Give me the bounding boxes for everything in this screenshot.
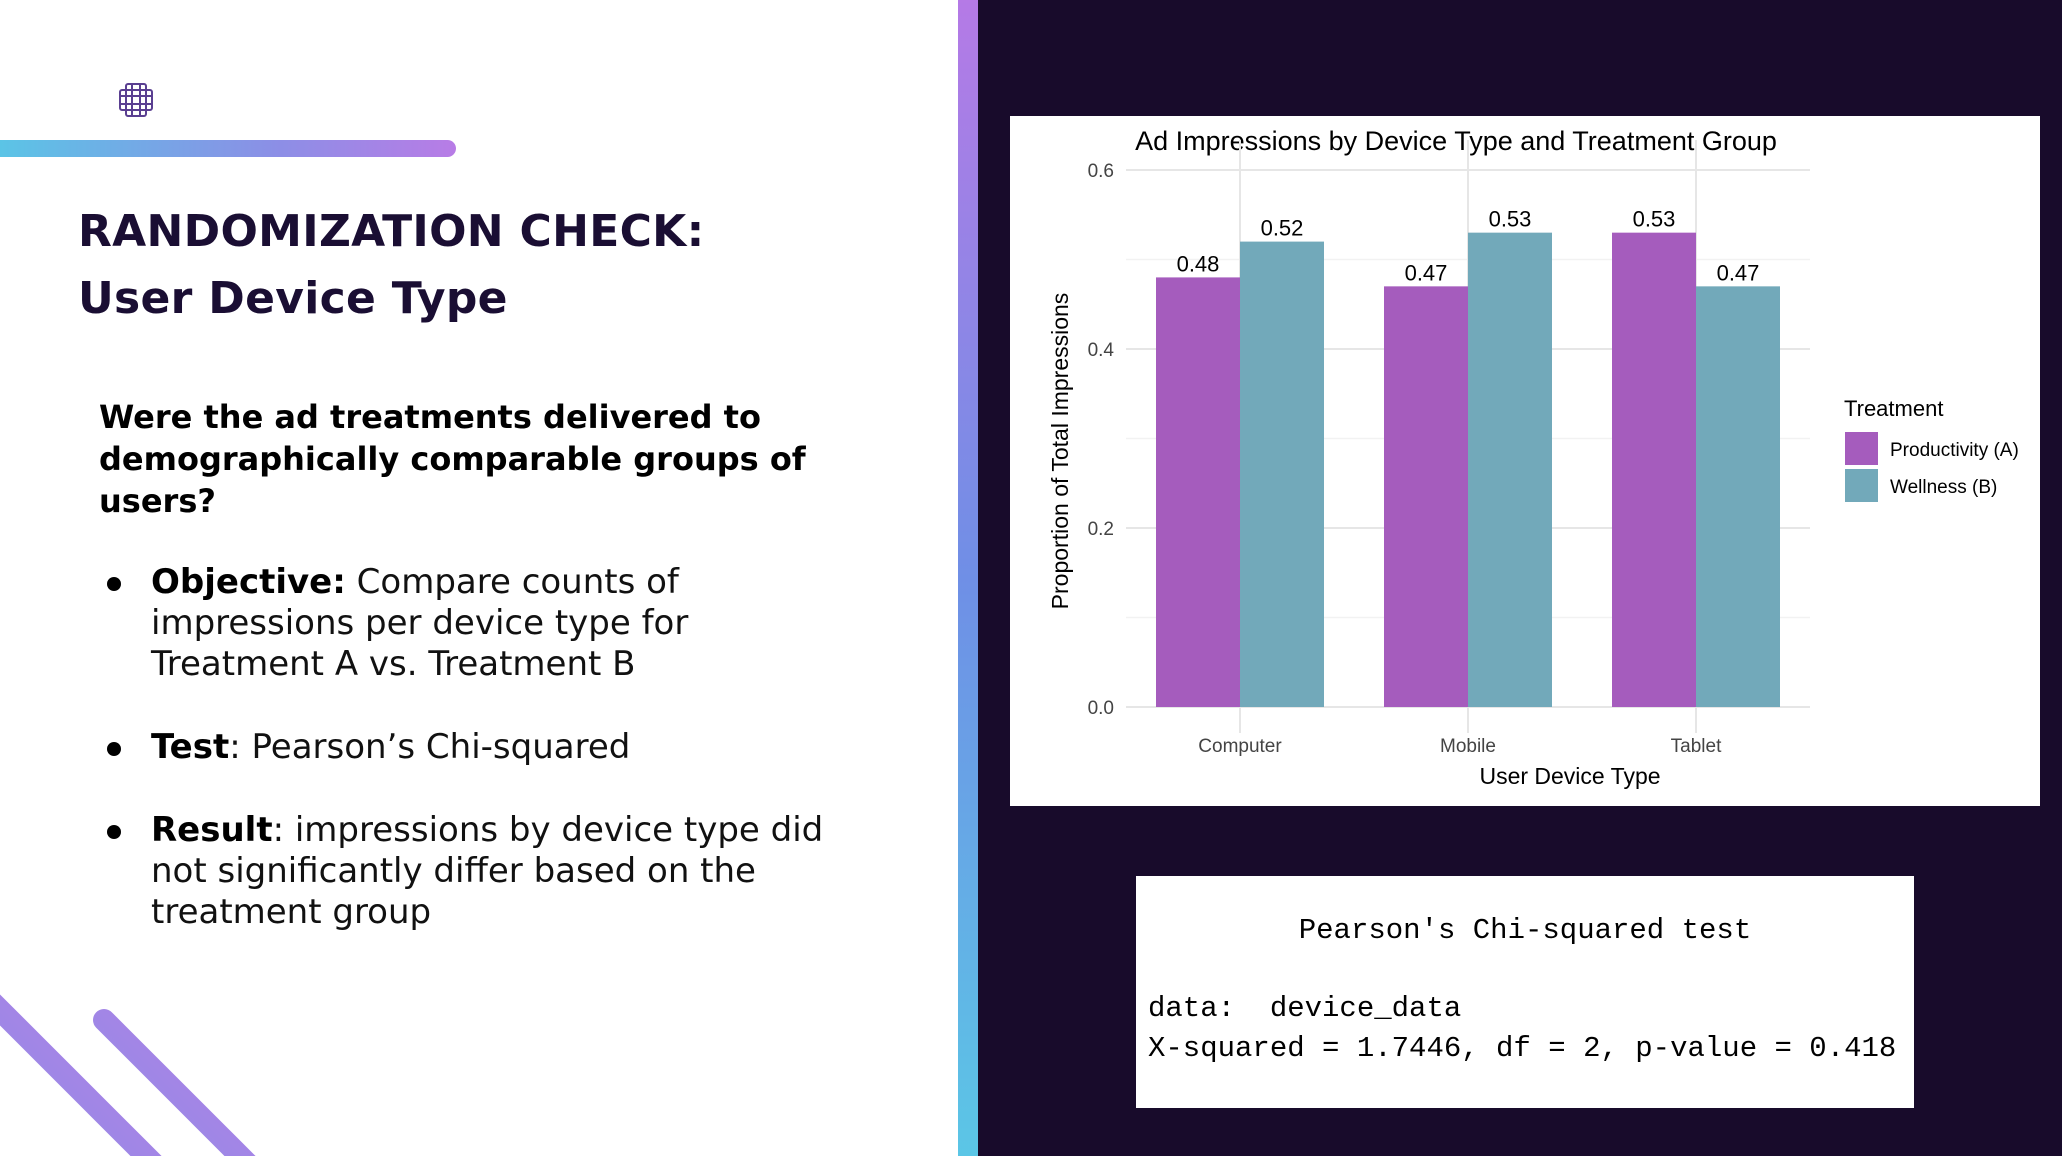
- y-axis-label: Proportion of Total Impressions: [1047, 293, 1073, 610]
- y-tick-label: 0.0: [1088, 698, 1114, 719]
- y-tick-label: 0.6: [1088, 161, 1114, 182]
- bar-value-label: 0.53: [1633, 207, 1676, 232]
- bullet-list: Objective: Compare counts of impressions…: [99, 562, 859, 975]
- bullet-text: Compare counts of impressions per device…: [151, 562, 689, 684]
- bullet-dot-icon: [107, 825, 121, 839]
- bar-value-label: 0.53: [1489, 207, 1532, 232]
- slide-title: RANDOMIZATION CHECK: User Device Type: [78, 198, 898, 332]
- y-tick-labels: 0.0 0.2 0.4 0.6: [1088, 161, 1115, 719]
- bar-value-label: 0.52: [1261, 216, 1304, 241]
- chart-bars: 0.48 0.52 0.47 0.53 0.53 0.47: [1156, 207, 1780, 707]
- top-accent-bar: [0, 140, 456, 157]
- bar-mobile-series-1: [1384, 286, 1468, 707]
- chi-squared-output: Pearson's Chi-squared test data: device_…: [1136, 876, 1914, 1108]
- bar-value-label: 0.48: [1177, 251, 1220, 276]
- bar-value-label: 0.47: [1405, 260, 1448, 285]
- bullet-text: : impressions by device type did not sig…: [151, 810, 824, 932]
- chart-legend: Treatment Productivity (A) Wellness (B): [1844, 396, 2019, 502]
- x-tick-label: Computer: [1198, 736, 1282, 757]
- bullet-label: Result: [151, 810, 273, 850]
- bar-tablet-series-2: [1696, 286, 1780, 707]
- grid-logo-icon: [119, 83, 153, 117]
- bullet-result: Result: impressions by device type did n…: [99, 810, 859, 933]
- bullet-dot-icon: [107, 742, 121, 756]
- x-axis-label: User Device Type: [1479, 763, 1660, 789]
- bar-value-label: 0.47: [1717, 260, 1760, 285]
- x-tick-labels: Computer Mobile Tablet: [1198, 736, 1722, 757]
- decorative-stripes: [0, 994, 256, 1156]
- gradient-divider: [958, 0, 978, 1156]
- bullet-test: Test: Pearson’s Chi-squared: [99, 727, 859, 768]
- x-tick-label: Mobile: [1440, 736, 1496, 757]
- bar-mobile-series-2: [1468, 232, 1552, 707]
- bar-computer-series-2: [1240, 241, 1324, 707]
- bullet-text: : Pearson’s Chi-squared: [229, 727, 631, 767]
- chi-data-line: data: device_data: [1148, 992, 1462, 1025]
- research-question: Were the ad treatments delivered to demo…: [99, 398, 806, 520]
- bar-tablet-series-1: [1612, 232, 1696, 707]
- chi-result-line: X-squared = 1.7446, df = 2, p-value = 0.…: [1148, 1032, 1897, 1065]
- y-tick-label: 0.4: [1088, 340, 1115, 361]
- bullet-dot-icon: [107, 577, 121, 591]
- legend-title: Treatment: [1844, 396, 1943, 421]
- title-line-2: User Device Type: [78, 273, 508, 324]
- legend-swatch: [1845, 432, 1878, 465]
- bullet-objective: Objective: Compare counts of impressions…: [99, 562, 859, 685]
- bar-chart: Ad Impressions by Device Type and Treatm…: [1047, 126, 2019, 789]
- title-line-1: RANDOMIZATION CHECK:: [78, 206, 705, 257]
- bar-chart-panel: Ad Impressions by Device Type and Treatm…: [1010, 116, 2040, 806]
- legend-swatch: [1845, 469, 1878, 502]
- left-content-panel: RANDOMIZATION CHECK: User Device Type We…: [0, 0, 958, 1156]
- chart-title: Ad Impressions by Device Type and Treatm…: [1135, 126, 1777, 156]
- y-tick-label: 0.2: [1088, 519, 1114, 540]
- bullet-label: Test: [151, 727, 230, 767]
- bullet-label: Objective:: [151, 562, 346, 602]
- bar-computer-series-1: [1156, 277, 1240, 707]
- legend-entry: Productivity (A): [1890, 440, 2019, 461]
- x-tick-label: Tablet: [1671, 736, 1722, 757]
- chi-test-title: Pearson's Chi-squared test: [1298, 914, 1752, 947]
- legend-entry: Wellness (B): [1890, 477, 1997, 498]
